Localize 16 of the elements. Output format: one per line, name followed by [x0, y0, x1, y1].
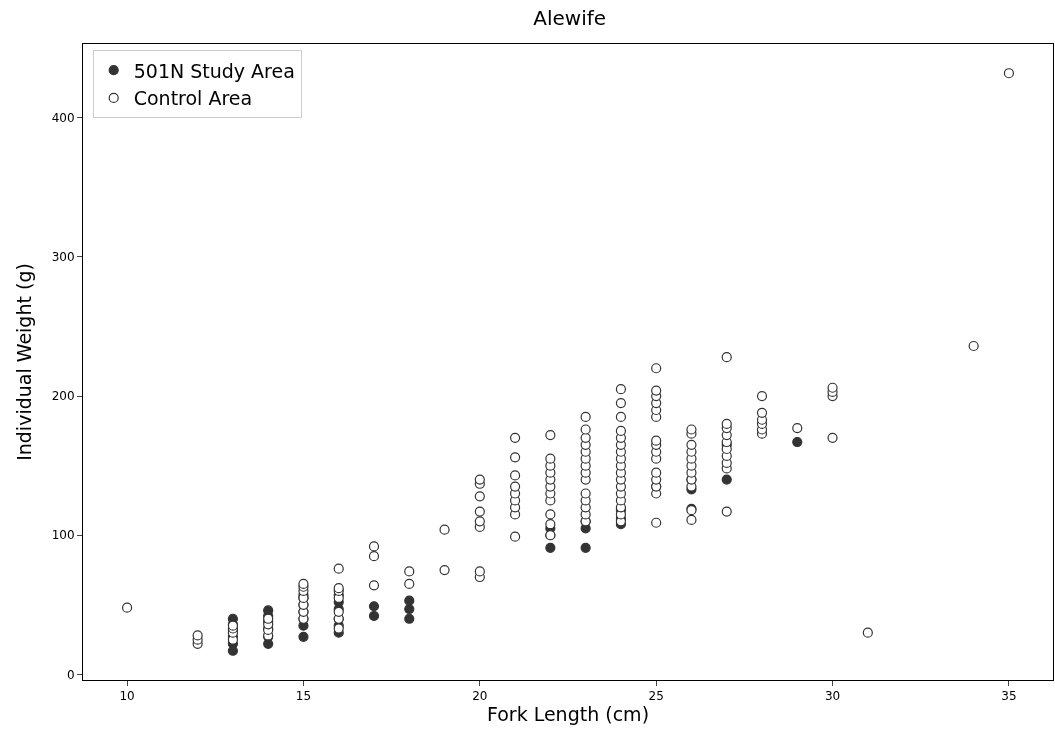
x-tick-label: 10 — [119, 689, 135, 704]
y-tick-label: 200 — [51, 389, 75, 404]
y-tick-label: 100 — [51, 528, 75, 543]
y-tick-label: 300 — [51, 250, 75, 265]
x-tick-label: 35 — [1001, 689, 1017, 704]
x-tick-label: 25 — [648, 689, 664, 704]
x-tick-label: 15 — [295, 689, 312, 704]
y-axis-title: Individual Weight (g) — [12, 263, 35, 461]
chart-title: Alewife — [533, 6, 607, 31]
legend-label: 501N Study Area — [133, 59, 295, 82]
y-tick-label: 400 — [51, 110, 75, 125]
x-tick-label: 20 — [472, 689, 488, 704]
x-tick-label: 30 — [824, 689, 841, 704]
y-tick-label: 0 — [66, 667, 75, 682]
x-axis-title: Fork Length (cm) — [486, 703, 650, 726]
legend-label: Control Area — [133, 87, 253, 110]
